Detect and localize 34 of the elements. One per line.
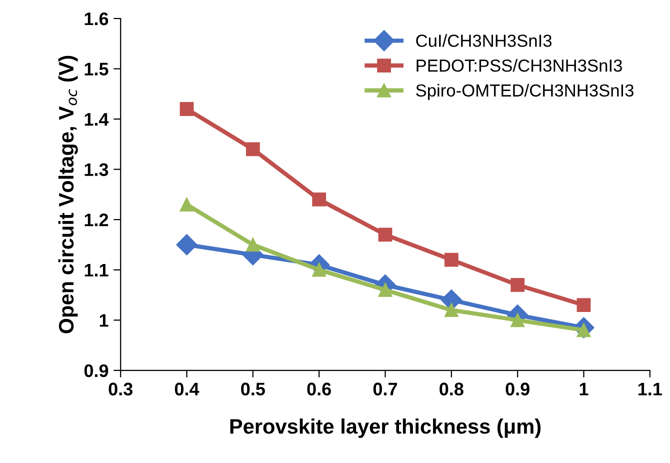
x-tick-label: 0.8 (440, 382, 464, 396)
x-tick-label: 0.3 (108, 382, 132, 396)
point (246, 238, 260, 252)
point (444, 303, 458, 318)
x-tick-label: 0.5 (241, 382, 265, 396)
legend-label: CuI/CH3NH3SnI3 (416, 34, 552, 47)
point (180, 102, 194, 116)
legend-label: PEDOT:PSS/CH3NH3SnI3 (416, 59, 622, 72)
x-tick-label: 0.6 (307, 382, 331, 396)
y-tick-label: 0.9 (84, 364, 108, 378)
point (378, 228, 392, 242)
y-tick-label: 1 (100, 314, 108, 327)
y-tick-label: 1.5 (84, 62, 108, 76)
point (246, 142, 260, 156)
point (510, 313, 525, 328)
legend-label: Spiro-OMTED/CH3NH3SnI3 (416, 84, 634, 100)
y-tick-label: 1.1 (84, 264, 108, 276)
point (180, 198, 194, 212)
x-tick-label: 0.9 (506, 382, 530, 396)
y-tick-label: 1.4 (84, 113, 109, 126)
y-tick-label: 1.2 (84, 214, 108, 226)
x-tick-label: 1.1 (638, 382, 662, 396)
point (510, 278, 525, 292)
point (176, 234, 198, 256)
point (576, 298, 591, 312)
x-tick-label: 1 (580, 382, 588, 396)
y-tick-label: 1.6 (84, 12, 108, 26)
y-axis-title: Open circuit Voltage, V$_{oc}$ (V) (58, 56, 78, 334)
x-axis-title: Perovskite layer thickness (μm) (230, 418, 541, 438)
y-tick-label: 1.3 (84, 163, 108, 176)
point (444, 252, 458, 267)
x-tick-label: 0.7 (373, 382, 398, 396)
point (312, 192, 326, 206)
x-tick-label: 0.4 (174, 382, 200, 396)
